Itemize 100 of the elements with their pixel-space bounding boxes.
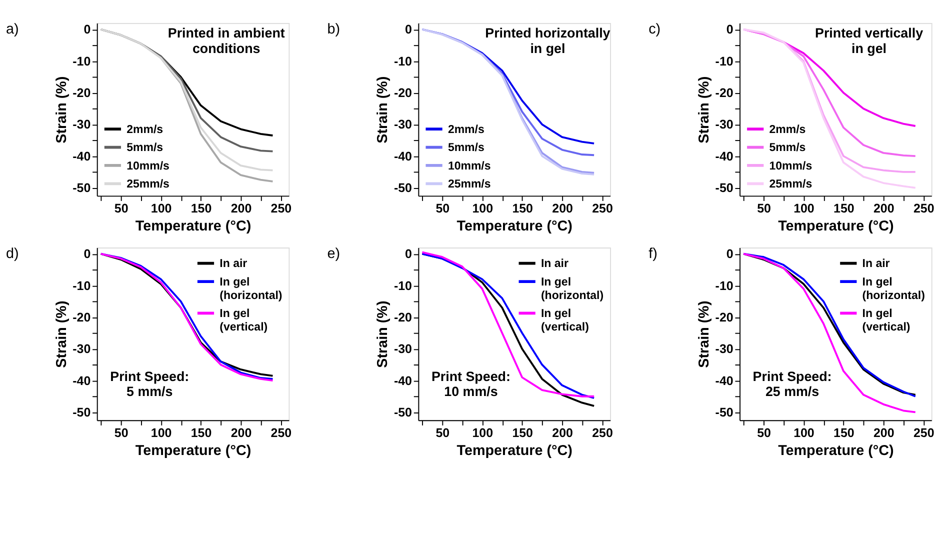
legend-label: 25mm/s (126, 178, 170, 191)
y-tick-label: -10 (715, 54, 734, 68)
y-axis-title: Strain (%) (375, 300, 392, 368)
x-tick-label: 150 (190, 426, 212, 440)
x-tick-label: 100 (472, 426, 494, 440)
x-tick-label: 100 (794, 426, 814, 440)
y-axis-title: Strain (%) (54, 76, 70, 144)
y-tick-label: 0 (405, 247, 412, 262)
y-tick-label: -30 (715, 342, 734, 356)
annotation: Print Speed: 25 mm/s (752, 368, 832, 400)
legend-label: 2mm/s (769, 124, 806, 136)
legend-label: In air (220, 258, 248, 270)
y-tick-label: -40 (72, 149, 91, 164)
y-tick-label: -10 (72, 54, 91, 68)
y-tick-label: -20 (394, 310, 412, 324)
x-tick-label: 200 (552, 426, 574, 440)
y-tick-label: -20 (72, 310, 91, 324)
y-tick-label: -20 (394, 86, 412, 100)
annotation: Print Speed: 10 mm/s (431, 368, 510, 400)
y-tick-label: -50 (394, 181, 412, 196)
x-tick-label: 250 (592, 426, 613, 440)
legend-label: In gel (horizontal) (540, 276, 604, 302)
annotation: Printed horizontally in gel (485, 25, 611, 56)
y-tick-label: 0 (405, 22, 412, 37)
y-tick-label: -20 (72, 86, 91, 100)
y-tick-label: -50 (72, 406, 91, 420)
legend-label: 5mm/s (769, 142, 806, 154)
y-tick-label: -30 (394, 342, 412, 356)
legend-label: 10mm/s (126, 160, 170, 172)
y-tick-label: -30 (394, 118, 412, 132)
x-tick-label: 150 (190, 201, 212, 216)
chart-title: c) (648, 22, 661, 38)
x-tick-label: 200 (873, 201, 894, 216)
y-tick-label: -40 (72, 374, 91, 388)
legend-label: 10mm/s (769, 160, 812, 172)
x-tick-label: 200 (873, 426, 894, 440)
y-tick-label: -40 (394, 149, 412, 164)
x-tick-label: 50 (757, 426, 771, 440)
y-tick-label: 0 (726, 22, 734, 37)
x-tick-label: 250 (592, 201, 613, 216)
x-tick-label: 100 (150, 426, 172, 440)
x-tick-label: 200 (552, 201, 574, 216)
x-axis-title: Temperature (°C) (778, 443, 894, 460)
y-tick-label: -50 (715, 406, 734, 420)
x-tick-label: 250 (270, 426, 292, 440)
x-tick-label: 50 (436, 201, 450, 216)
legend-label: In air (540, 258, 569, 270)
x-axis-title: Temperature (°C) (135, 443, 252, 460)
x-tick-label: 50 (757, 201, 771, 216)
x-tick-label: 150 (834, 426, 854, 440)
y-tick-label: -40 (715, 149, 734, 164)
annotation: Print Speed: 5 mm/s (110, 368, 190, 400)
legend-label: In gel (vertical) (220, 308, 268, 334)
x-tick-label: 250 (913, 201, 934, 216)
chart-title: b) (327, 22, 340, 38)
y-tick-label: -40 (394, 374, 412, 388)
x-tick-label: 50 (114, 201, 128, 216)
chart-title: e) (327, 246, 340, 262)
y-tick-label: -10 (715, 278, 734, 293)
legend-label: 25mm/s (448, 178, 491, 191)
legend-label: 5mm/s (126, 142, 164, 154)
legend-label: In air (862, 258, 890, 270)
legend-label: 25mm/s (769, 178, 812, 191)
chart-title: d) (6, 246, 19, 262)
y-tick-label: -20 (715, 310, 734, 324)
y-axis-title: Strain (%) (696, 76, 713, 144)
legend-label: In gel (vertical) (540, 308, 590, 334)
x-tick-label: 250 (270, 201, 292, 216)
x-tick-label: 100 (472, 201, 494, 216)
x-tick-label: 150 (512, 201, 534, 216)
legend-label: 5mm/s (448, 142, 484, 154)
legend-label: In gel (vertical) (862, 308, 910, 334)
annotation: Printed in ambient conditions (168, 25, 286, 56)
legend-label: In gel (horizontal) (862, 276, 926, 302)
y-axis-title: Strain (%) (696, 300, 713, 368)
y-tick-label: -40 (715, 374, 734, 388)
y-tick-label: -50 (394, 406, 412, 420)
y-tick-label: -10 (394, 54, 412, 68)
x-tick-label: 50 (114, 426, 128, 440)
x-axis-title: Temperature (°C) (456, 443, 573, 460)
y-tick-label: -10 (72, 278, 91, 293)
annotation: Printed vertically in gel (814, 25, 924, 56)
x-tick-label: 150 (834, 201, 854, 216)
y-tick-label: 0 (726, 247, 734, 262)
legend-label: 10mm/s (448, 160, 491, 172)
y-tick-label: 0 (84, 247, 91, 262)
y-tick-label: -50 (72, 181, 91, 196)
y-axis-title: Strain (%) (375, 76, 392, 144)
x-axis-title: Temperature (°C) (456, 218, 573, 235)
y-tick-label: 0 (84, 22, 91, 37)
x-tick-label: 100 (150, 201, 172, 216)
x-tick-label: 100 (794, 201, 814, 216)
y-tick-label: -10 (394, 278, 412, 293)
y-axis-title: Strain (%) (54, 300, 70, 368)
chart-title: f) (648, 246, 658, 262)
x-tick-label: 200 (230, 426, 252, 440)
x-tick-label: 250 (913, 426, 934, 440)
y-tick-label: -30 (72, 342, 91, 356)
x-tick-label: 50 (436, 426, 450, 440)
chart-title: a) (6, 22, 19, 38)
